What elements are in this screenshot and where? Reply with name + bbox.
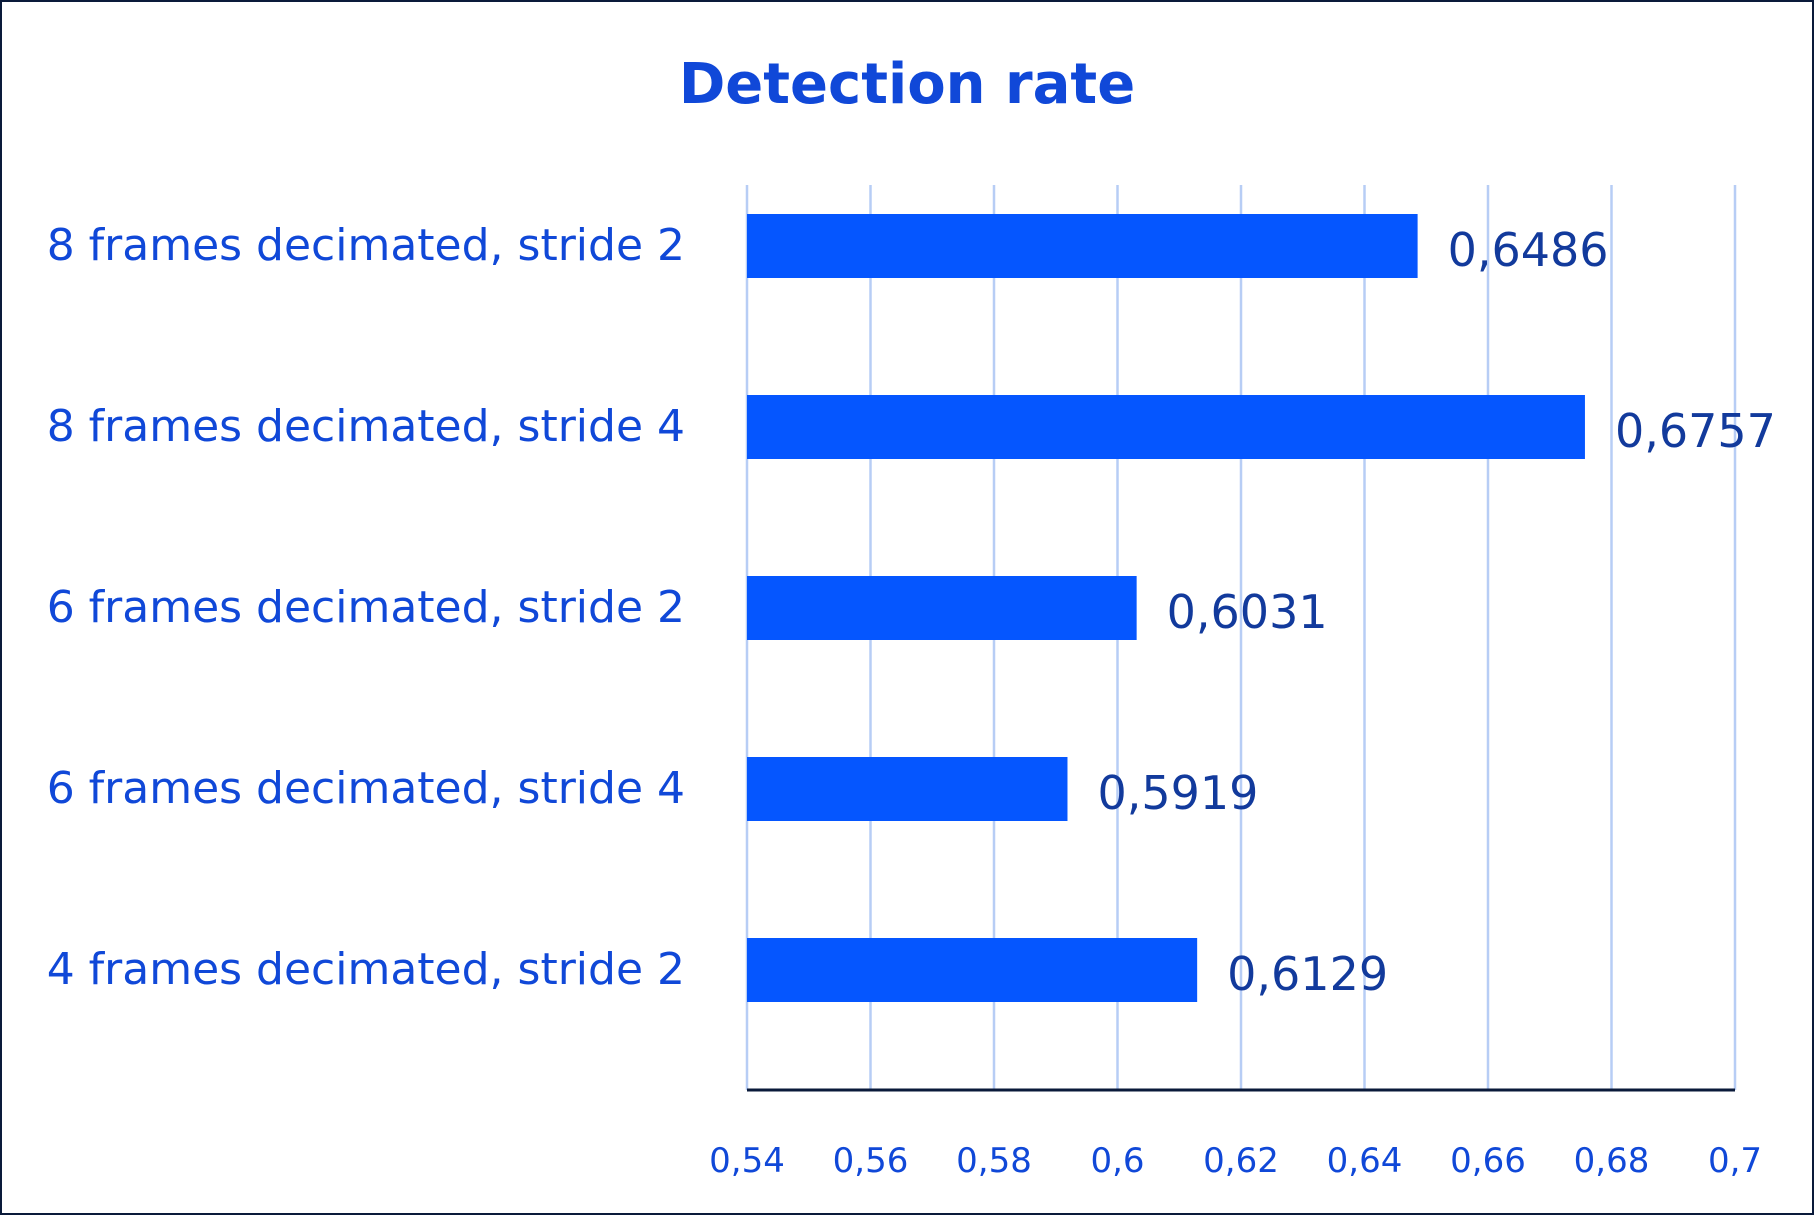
category-label: 8 frames decimated, stride 2 [47,220,685,271]
x-tick-label: 0,54 [709,1141,785,1181]
x-tick-label: 0,64 [1327,1141,1403,1181]
bars: 0,6486 0,6757 0,6031 0,5919 0,6129 [747,214,1776,1002]
bar-value-label: 0,5919 [1097,766,1258,820]
bar-value-label: 0,6031 [1167,585,1328,639]
bar-value-label: 0,6486 [1448,223,1609,277]
chart-title: Detection rate [678,52,1136,117]
bar [747,214,1418,278]
x-axis: 0,54 0,56 0,58 0,6 0,62 0,64 0,66 0,68 0,7 [709,1088,1762,1181]
category-label: 4 frames decimated, stride 2 [47,944,685,995]
x-tick-label: 0,66 [1450,1141,1526,1181]
x-tick-label: 0,7 [1708,1141,1762,1181]
bar [747,576,1137,640]
category-label: 8 frames decimated, stride 4 [47,401,685,452]
category-label: 6 frames decimated, stride 4 [47,763,685,814]
x-tick-label: 0,6 [1090,1141,1144,1181]
bar [747,757,1068,821]
x-tick-label: 0,58 [956,1141,1032,1181]
x-tick-label: 0,62 [1203,1141,1279,1181]
x-tick-label: 0,56 [833,1141,909,1181]
category-labels: 8 frames decimated, stride 2 8 frames dec… [47,220,685,995]
x-tick-label: 0,68 [1574,1141,1650,1181]
bar [747,938,1198,1002]
bar-value-label: 0,6757 [1615,404,1776,458]
bar-value-label: 0,6129 [1227,947,1388,1001]
category-label: 6 frames decimated, stride 2 [47,582,685,633]
bar [747,395,1585,459]
